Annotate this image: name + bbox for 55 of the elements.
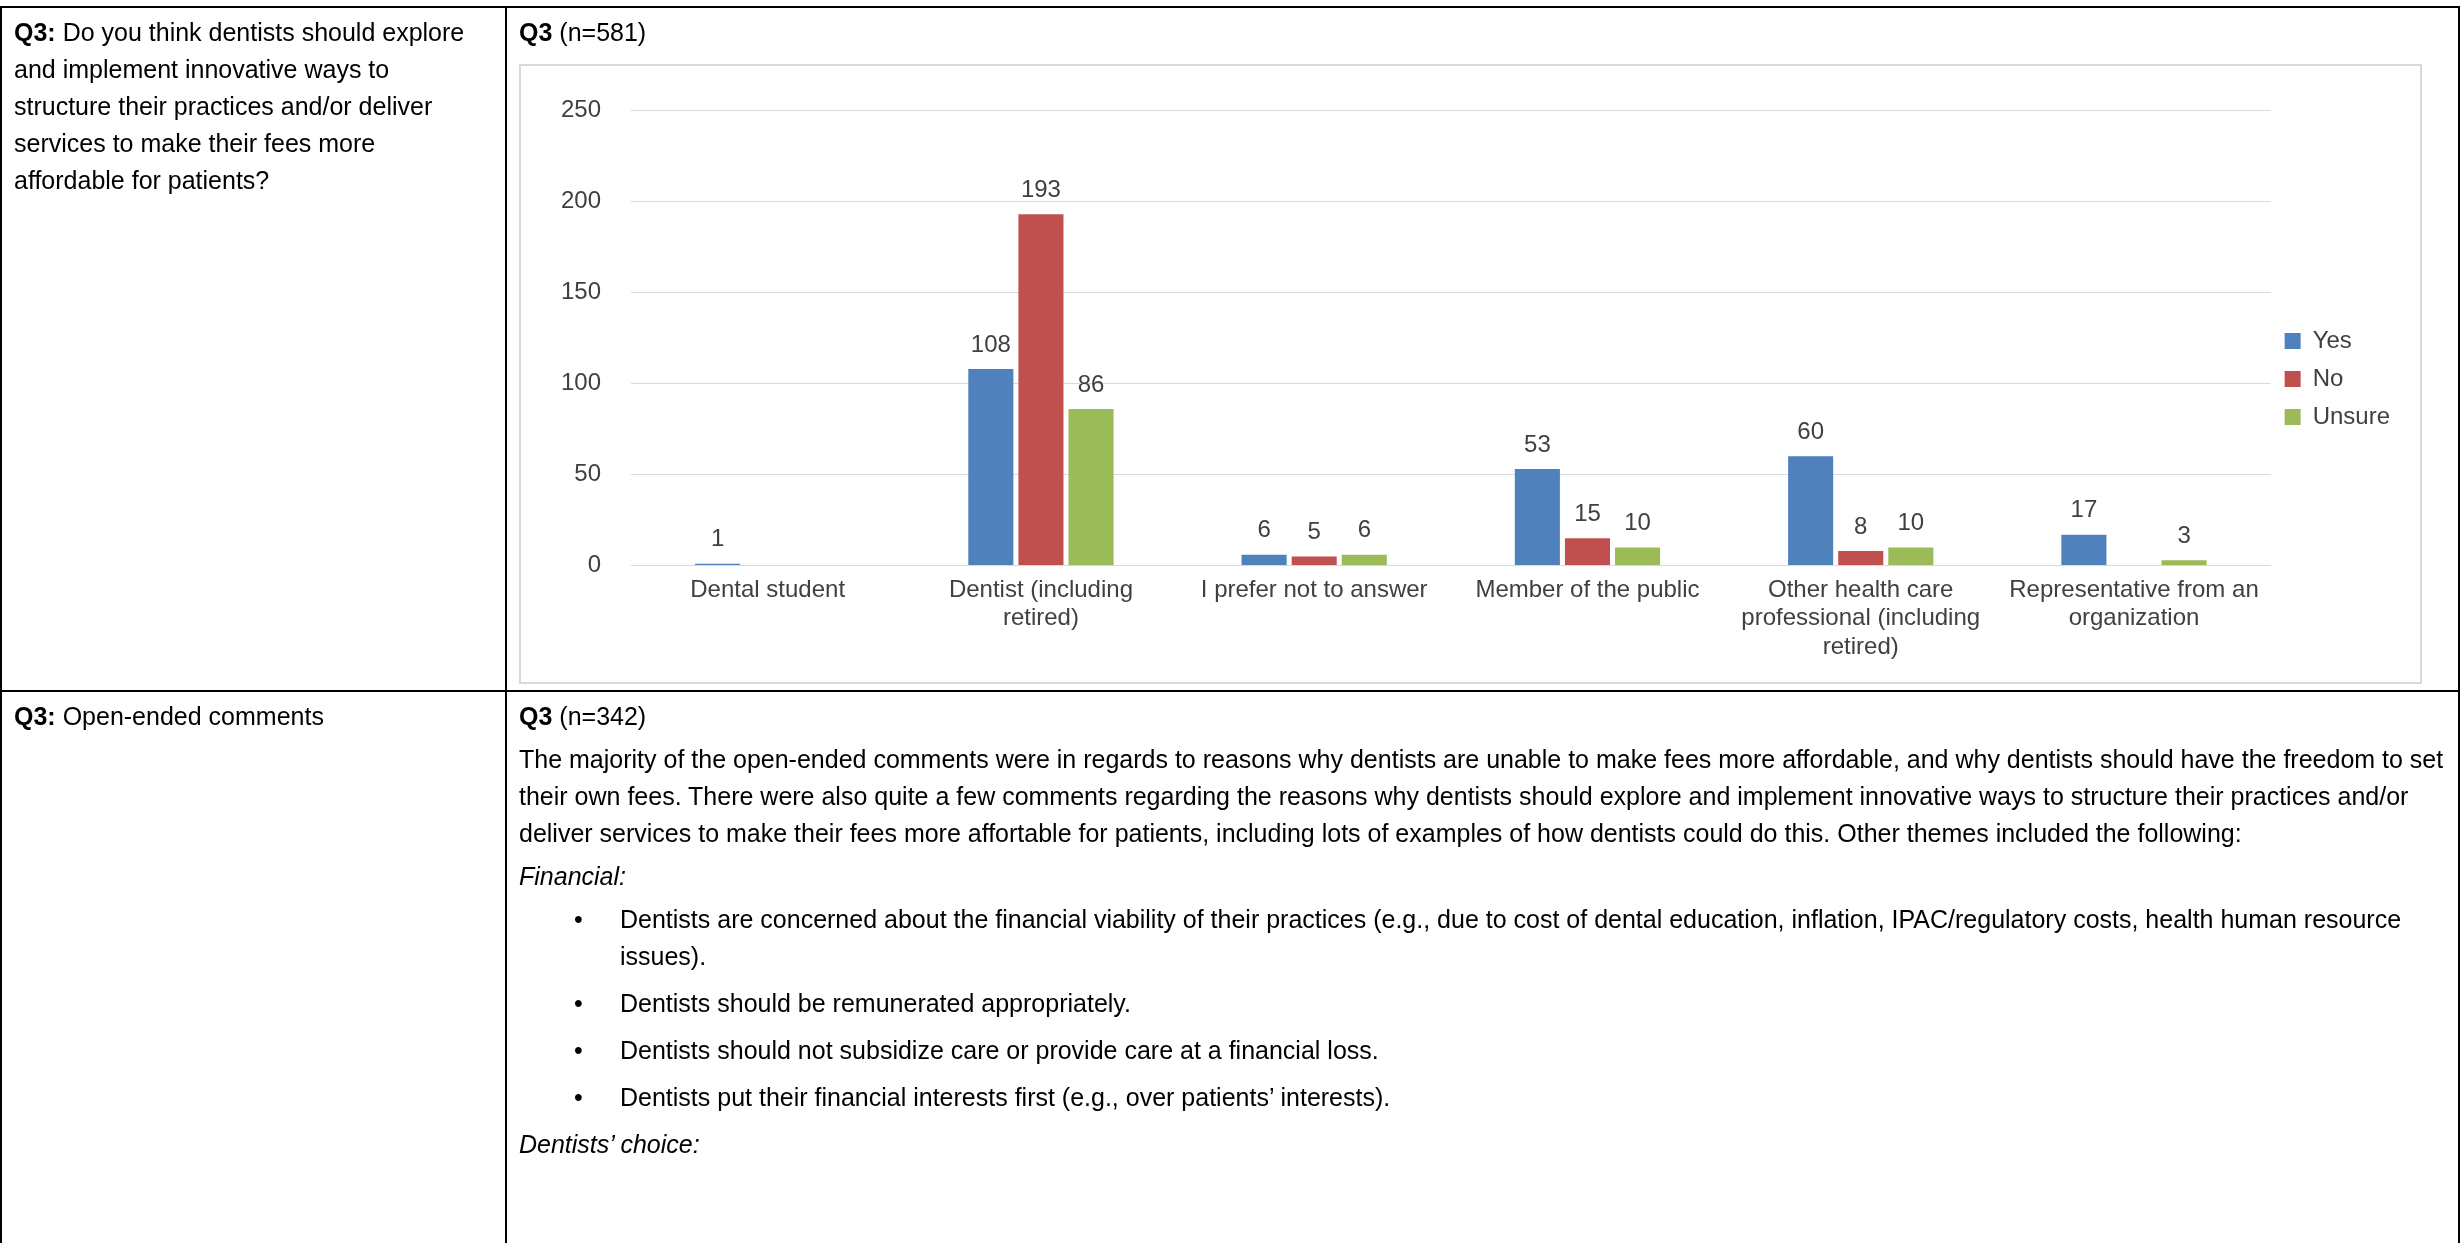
bar — [1341, 554, 1387, 566]
y-tick-label: 250 — [561, 95, 602, 123]
data-label: 3 — [2177, 520, 2191, 548]
data-label: 6 — [1257, 515, 1271, 543]
data-label: 10 — [1624, 508, 1651, 536]
data-label: 60 — [1797, 416, 1824, 444]
bar — [1564, 538, 1611, 566]
bar — [1068, 409, 1114, 566]
x-tick-label: Dentist (including retired) — [948, 574, 1133, 631]
text: Financial: — [519, 861, 627, 892]
y-tick-label: 100 — [561, 368, 602, 396]
bar — [1018, 214, 1064, 566]
x-tick-label: I prefer not to answer — [1200, 574, 1428, 602]
bar — [1291, 556, 1337, 566]
data-label: 108 — [970, 329, 1011, 357]
data-label: 15 — [1574, 498, 1601, 526]
chart-title: Q3 (n=581) — [519, 18, 647, 46]
bar — [1514, 469, 1560, 566]
bar — [2161, 560, 2207, 566]
bar — [1241, 554, 1287, 566]
y-tick-label: 0 — [587, 550, 602, 578]
data-label: 5 — [1307, 517, 1321, 545]
data-label: 193 — [1020, 174, 1061, 202]
bar — [1888, 547, 1934, 566]
bar — [1838, 551, 1884, 566]
text: • Dentists are concerned about the financial viability of their practices (e.g., due to cost of dental education, inflation, IPAC/regulatory costs, health human resource issues). — [574, 905, 2402, 970]
bar — [968, 368, 1014, 566]
x-tick-label: Dental student — [690, 574, 846, 602]
x-tick-label: Representative from an organization — [2009, 574, 2259, 631]
text: Q3: Do you think dentists should explore and implement innovative ways to structure their practices and/or deliver services to make their fees more affordable for patients? — [14, 18, 465, 194]
data-label: 1 — [710, 524, 725, 552]
legend-label: Yes — [2312, 325, 2352, 353]
y-tick-label: 50 — [574, 459, 602, 487]
data-label: 10 — [1897, 508, 1925, 536]
data-label: 86 — [1077, 369, 1105, 397]
text: The majority of the open-ended comments were in regards to reasons why dentists are unable to make fees more affordable, and why dentists should have the freedom to set their own fees. There were also quite a few comments regarding the reasons why dentists should explore and implement innovative ways to structure their practices and/or deliver services to make their fees more affortable for patients, including lots of examples of how dentists could do this. Other themes included the following: — [519, 744, 2445, 849]
x-tick-label: Member of the public — [1475, 574, 1700, 602]
data-label: 17 — [2070, 495, 2098, 523]
bar — [2061, 534, 2107, 566]
data-label: 8 — [1854, 511, 1868, 539]
x-tick-label: Other health care professional (including retired) — [1741, 574, 1981, 660]
text: Q3: Open-ended comments — [14, 702, 324, 730]
data-label: 53 — [1524, 429, 1551, 457]
legend-label: Unsure — [2312, 401, 2391, 429]
data-label: 6 — [1357, 515, 1371, 543]
text: • Dentists should be remunerated appropriately. — [574, 989, 1131, 1017]
text: Q3 (n=342) — [519, 702, 647, 730]
bar — [1615, 547, 1661, 566]
y-tick-label: 150 — [561, 277, 602, 305]
y-tick-label: 200 — [561, 186, 602, 214]
text: • Dentists should not subsidize care or provide care at a financial loss. — [574, 1036, 1379, 1064]
legend-label: No — [2312, 363, 2344, 391]
bar — [1788, 456, 1834, 566]
text: • Dentists put their financial interests first (e.g., over patients’ interests). — [574, 1083, 1391, 1111]
text: Dentists’ choice: — [519, 1129, 701, 1160]
